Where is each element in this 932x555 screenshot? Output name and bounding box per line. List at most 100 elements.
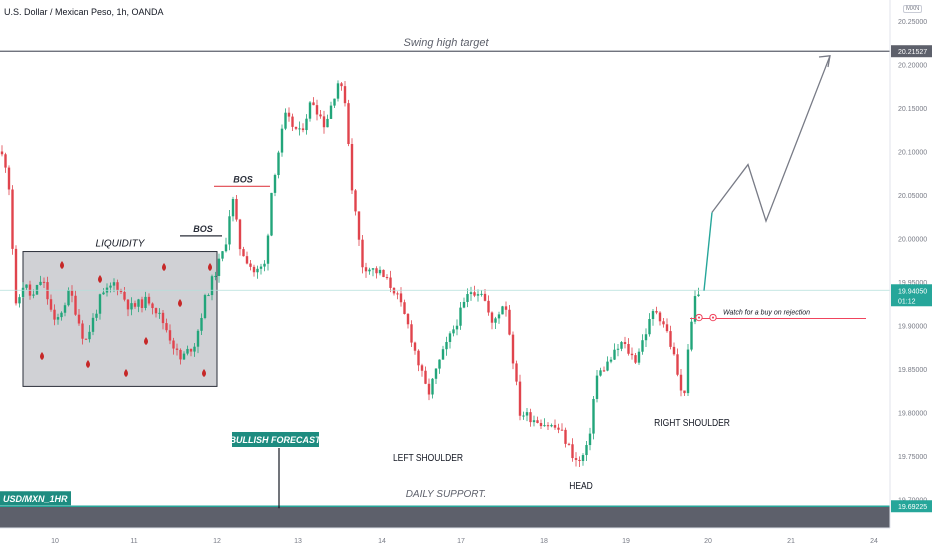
candle-body — [329, 105, 333, 119]
candle-body — [616, 348, 620, 350]
candle-body — [431, 378, 434, 395]
candle-body — [102, 292, 105, 295]
x-tick-label: 17 — [457, 538, 465, 545]
candle-body — [259, 266, 263, 269]
candle-body — [420, 365, 424, 371]
forecast-path — [703, 212, 713, 291]
annotations: LIQUIDITY Swing high target BOS BOS LEFT SHO… — [0, 37, 890, 528]
candle-body — [42, 281, 46, 283]
candle-body — [273, 175, 277, 193]
candle-body — [651, 311, 655, 320]
currency-badge[interactable]: MXN — [903, 5, 923, 13]
candle-body — [588, 433, 592, 446]
liquidity-label: LIQUIDITY — [96, 239, 146, 250]
candle-body — [280, 128, 284, 153]
candle-body — [599, 370, 602, 376]
candle-body — [543, 425, 546, 427]
y-tick-label: 19.75000 — [898, 454, 927, 461]
bullish-forecast-bg — [232, 432, 319, 447]
candle-body — [39, 281, 42, 286]
candle-body — [504, 306, 508, 310]
candle-body — [14, 248, 18, 304]
time-axis-bg — [0, 528, 890, 550]
candle-body — [480, 293, 483, 295]
symbol-title: U.S. Dollar / Mexican Peso, 1h, OANDA — [4, 7, 164, 17]
bos-label: BOS — [193, 224, 213, 234]
candle-body — [193, 346, 196, 352]
candle-body — [175, 348, 179, 350]
candle-body — [235, 198, 238, 220]
candle-body — [56, 317, 60, 320]
candle-body — [305, 118, 308, 131]
candle-body — [529, 412, 532, 423]
x-tick-label: 11 — [130, 538, 137, 545]
candle-body — [88, 331, 91, 340]
y-tick-label: 19.85000 — [898, 367, 927, 374]
candle-body — [515, 363, 518, 382]
candle-body — [270, 192, 273, 236]
candle-body — [571, 444, 574, 459]
candle-body — [452, 329, 455, 334]
liquidity-drop-icon — [124, 369, 128, 377]
x-tick-label: 10 — [51, 538, 59, 545]
candle-body — [508, 309, 511, 335]
candle-body — [469, 292, 473, 295]
candle-body — [140, 299, 144, 308]
candle-body — [406, 313, 410, 325]
left-shoulder-label: LEFT SHOULDER — [393, 452, 463, 463]
candle-body — [427, 383, 431, 395]
candle-body — [518, 381, 522, 416]
candle-body — [217, 258, 221, 276]
candle-body — [441, 349, 445, 360]
candle-body — [224, 244, 228, 252]
liquidity-drop-icon — [162, 263, 166, 271]
candle-body — [623, 342, 627, 345]
candle-body — [413, 342, 417, 351]
candle-body — [287, 112, 291, 117]
candle-body — [252, 266, 256, 273]
candle-body — [448, 333, 452, 342]
candle-body — [532, 420, 536, 423]
candle-body — [53, 309, 56, 320]
candle-body — [410, 324, 413, 343]
candle-body — [301, 128, 305, 131]
candle-body — [683, 390, 686, 394]
y-tick-label: 19.80000 — [898, 411, 927, 418]
candle-body — [564, 429, 567, 444]
candle-body — [424, 370, 427, 384]
candle-body — [81, 323, 84, 339]
candle-body — [74, 295, 77, 315]
candle-body — [228, 216, 231, 245]
candle-body — [634, 355, 637, 363]
candle-body — [371, 268, 375, 270]
candle-body — [32, 294, 35, 296]
candle-body — [396, 293, 399, 295]
x-tick-label: 18 — [540, 538, 548, 545]
x-tick-label: 20 — [704, 538, 712, 545]
swing-high-price-tag-bg — [891, 45, 932, 58]
candle-body — [693, 296, 697, 322]
candle-body — [207, 295, 210, 297]
candle-body — [133, 303, 137, 307]
y-tick-label: 20.00000 — [898, 237, 927, 244]
countdown-tag: 01:12 — [898, 298, 916, 305]
candle-body — [284, 112, 287, 129]
candle-body — [0, 151, 4, 155]
y-tick-label: 19.95000 — [898, 280, 927, 287]
candle-body — [641, 340, 644, 352]
x-tick-label: 12 — [213, 538, 221, 545]
candle-body — [84, 338, 88, 340]
candle-body — [161, 312, 165, 324]
candle-body — [525, 412, 529, 416]
x-tick-label: 21 — [787, 538, 795, 545]
candle-body — [494, 318, 497, 323]
candle-body — [490, 312, 494, 323]
candle-body — [266, 235, 270, 264]
liquidity-drop-icon — [98, 275, 102, 283]
candle-body — [658, 312, 662, 322]
candle-body — [592, 398, 595, 434]
head-label: HEAD — [569, 480, 593, 491]
candle-body — [676, 354, 679, 375]
